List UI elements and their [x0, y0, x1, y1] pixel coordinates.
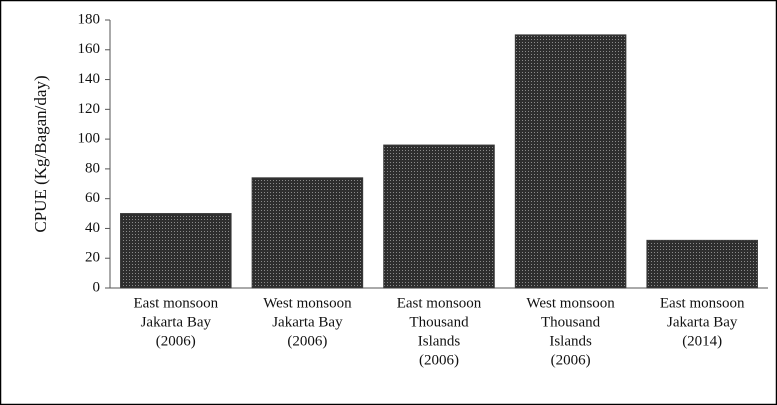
- bar: [514, 34, 627, 289]
- x-tick-label: Thousand: [409, 314, 469, 330]
- x-tick-label: Jakarta Bay: [667, 314, 738, 330]
- x-tick-label: West monsoon: [263, 295, 352, 311]
- y-axis-label: CPUE (Kg/Bagan/day): [31, 75, 50, 232]
- y-tick-label: 120: [78, 101, 101, 117]
- y-tick-label: 40: [85, 220, 100, 236]
- bar: [646, 239, 758, 289]
- x-tick-label: Jakarta Bay: [141, 314, 212, 330]
- bar: [251, 177, 364, 289]
- y-tick-label: 0: [93, 279, 101, 295]
- x-tick-label: West monsoon: [526, 295, 615, 311]
- x-tick-label: (2006): [156, 333, 196, 349]
- y-tick-label: 60: [85, 190, 100, 206]
- y-tick-label: 140: [78, 71, 101, 87]
- x-tick-label: East monsoon: [397, 295, 482, 311]
- x-tick-label: Islands: [549, 333, 592, 349]
- x-tick-label: Thousand: [541, 314, 601, 330]
- bar: [120, 213, 232, 289]
- y-tick-label: 20: [85, 250, 100, 266]
- bar: [383, 144, 495, 289]
- y-tick-label: 160: [78, 41, 101, 57]
- x-tick-label: (2006): [419, 352, 459, 368]
- x-tick-label: (2006): [287, 333, 327, 349]
- x-tick-label: (2014): [682, 333, 722, 349]
- x-tick-label: East monsoon: [134, 295, 219, 311]
- y-tick-label: 180: [78, 11, 101, 27]
- x-tick-label: Islands: [418, 333, 461, 349]
- x-tick-label: East monsoon: [660, 295, 745, 311]
- y-tick-label: 100: [78, 131, 101, 147]
- x-tick-label: (2006): [551, 352, 591, 368]
- y-tick-label: 80: [85, 160, 100, 176]
- x-tick-label: Jakarta Bay: [272, 314, 343, 330]
